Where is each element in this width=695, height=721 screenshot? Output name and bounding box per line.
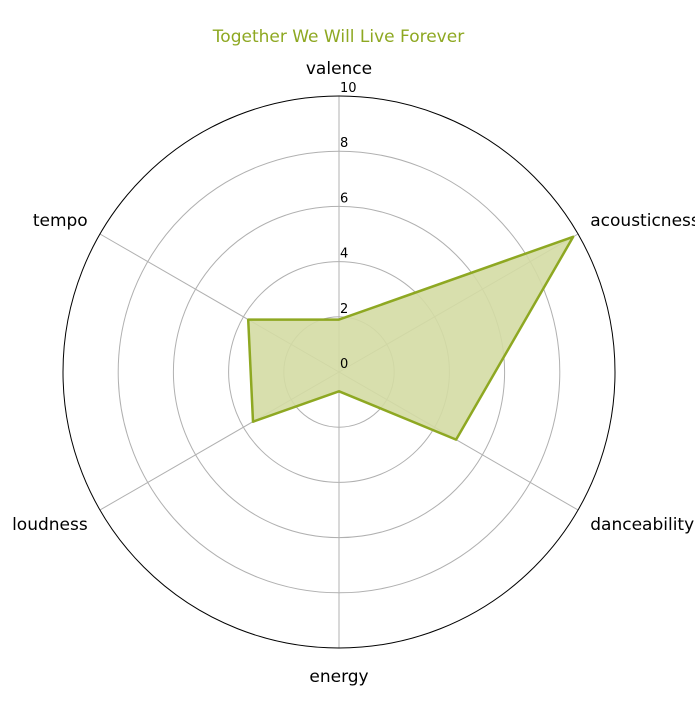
radial-tick-label: 10 [340,81,357,96]
axis-label-acousticness: acousticness [590,211,695,231]
series-area [248,236,574,440]
axis-label-loudness: loudness [12,515,88,535]
radial-tick-label: 0 [340,357,348,372]
radial-tick-label: 8 [340,136,348,151]
radial-tick-label: 4 [340,247,348,262]
outer-frame [62,95,616,649]
chart-title: Together We Will Live Forever [212,27,465,47]
axis-label-valence: valence [306,59,372,79]
axis-label-tempo: tempo [33,211,88,231]
radial-tick-label: 2 [340,302,348,317]
radial-tick-label: 6 [340,191,348,206]
axis-label-danceability: danceability [590,515,694,535]
axis-label-energy: energy [309,667,368,687]
